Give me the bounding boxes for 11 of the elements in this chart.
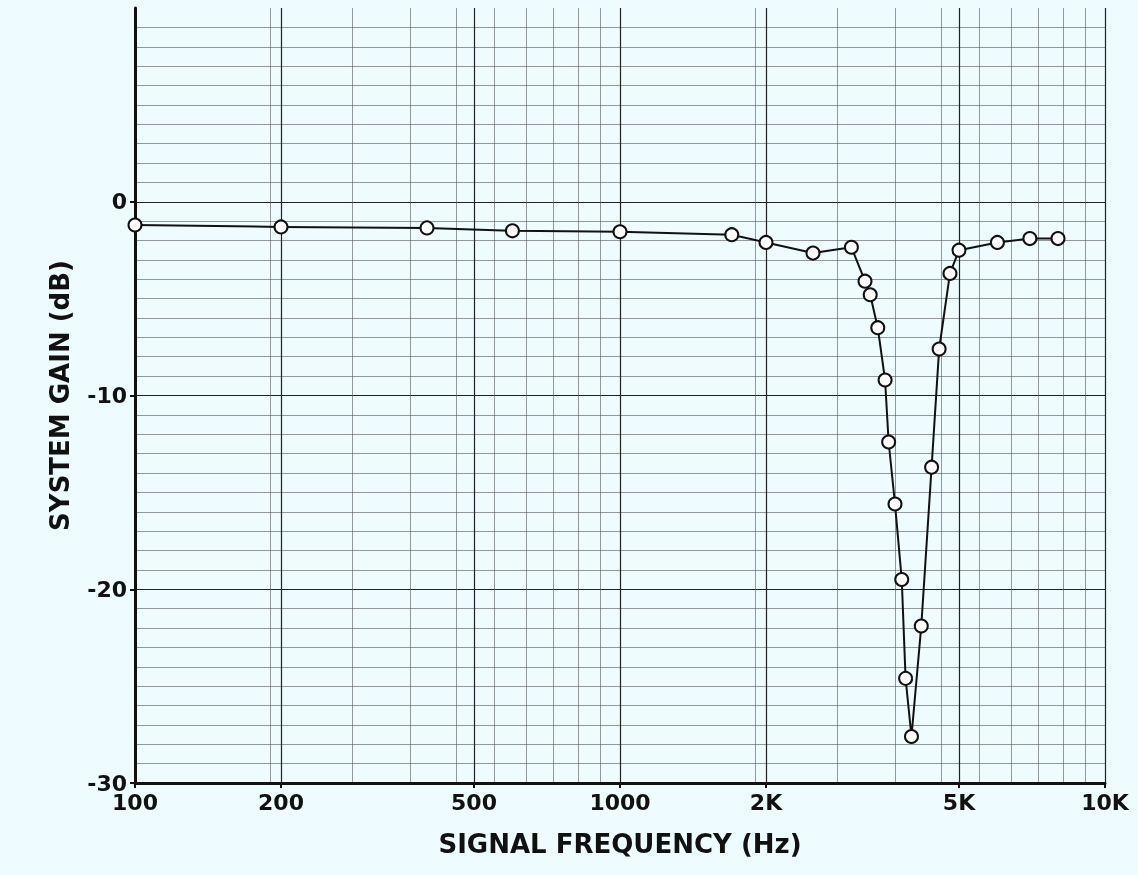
- y-tick-label: -10: [87, 383, 127, 408]
- y-axis-title: SYSTEM GAIN (dB): [45, 260, 75, 531]
- x-tick-label: 5K: [942, 789, 977, 815]
- x-tick-label: 2K: [749, 789, 784, 815]
- x-axis-title: SIGNAL FREQUENCY (Hz): [438, 829, 802, 859]
- x-tick-label: 10K: [1081, 789, 1130, 815]
- x-tick-label: 500: [451, 789, 497, 815]
- x-tick-label: 1000: [589, 789, 651, 815]
- y-tick-label: 0: [111, 189, 127, 215]
- y-tick-label: -20: [87, 576, 127, 602]
- x-tick-label: 200: [258, 789, 304, 815]
